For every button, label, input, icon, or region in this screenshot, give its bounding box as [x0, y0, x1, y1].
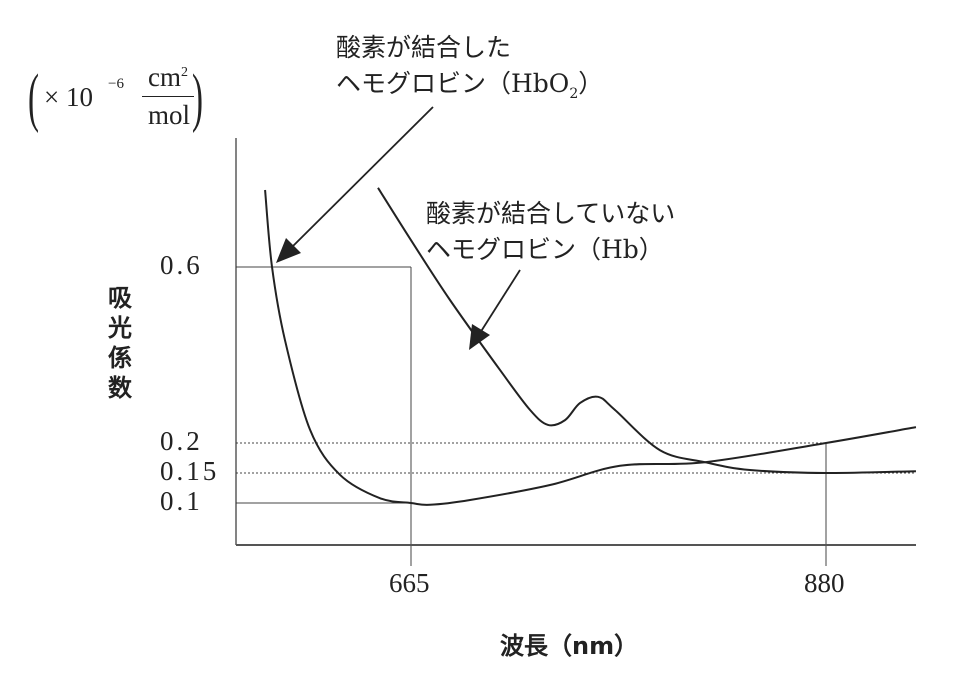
- y-tick-label: 0.1: [160, 486, 203, 516]
- x-tick-label: 880: [804, 568, 845, 598]
- hbo2-label-sub: 2: [569, 86, 579, 102]
- y-axis-title: 吸光係数: [108, 284, 132, 402]
- series-line-hbo2: [264, 189, 917, 506]
- hb-annotation: 酸素が結合していない ヘモグロビン（Hb）: [426, 196, 675, 268]
- hbo2-annotation: 酸素が結合した ヘモグロビン（HbO2）: [336, 30, 603, 112]
- hb-label-line2: ヘモグロビン（Hb）: [426, 235, 664, 264]
- hbo2-label-end: ）: [578, 69, 604, 98]
- hb-arrow: [469, 269, 521, 350]
- x-tick-label: 665: [389, 568, 430, 598]
- hbo2-label-line1: 酸素が結合した: [336, 33, 512, 62]
- y-tick-label: 0.6: [160, 250, 203, 280]
- y-unit-denominator: mol: [147, 100, 190, 130]
- y-unit-prefix: × 10: [44, 82, 93, 112]
- series-line-hb: [377, 187, 916, 475]
- hbo2-label-line2: ヘモグロビン（HbO: [336, 69, 570, 98]
- y-tick-label: 0.15: [160, 456, 220, 486]
- hbo2-arrow: [276, 106, 434, 263]
- y-unit-numerator-exp: 2: [181, 65, 188, 80]
- y-unit-numerator: cm: [148, 62, 181, 92]
- hb-label-line1: 酸素が結合していない: [426, 199, 676, 228]
- y-tick-label: 0.2: [160, 426, 203, 456]
- reference-lines: [236, 266, 916, 566]
- y-unit-exponent: −6: [108, 76, 124, 92]
- x-axis-title: 波長（nm）: [500, 632, 639, 660]
- curves: [264, 187, 917, 506]
